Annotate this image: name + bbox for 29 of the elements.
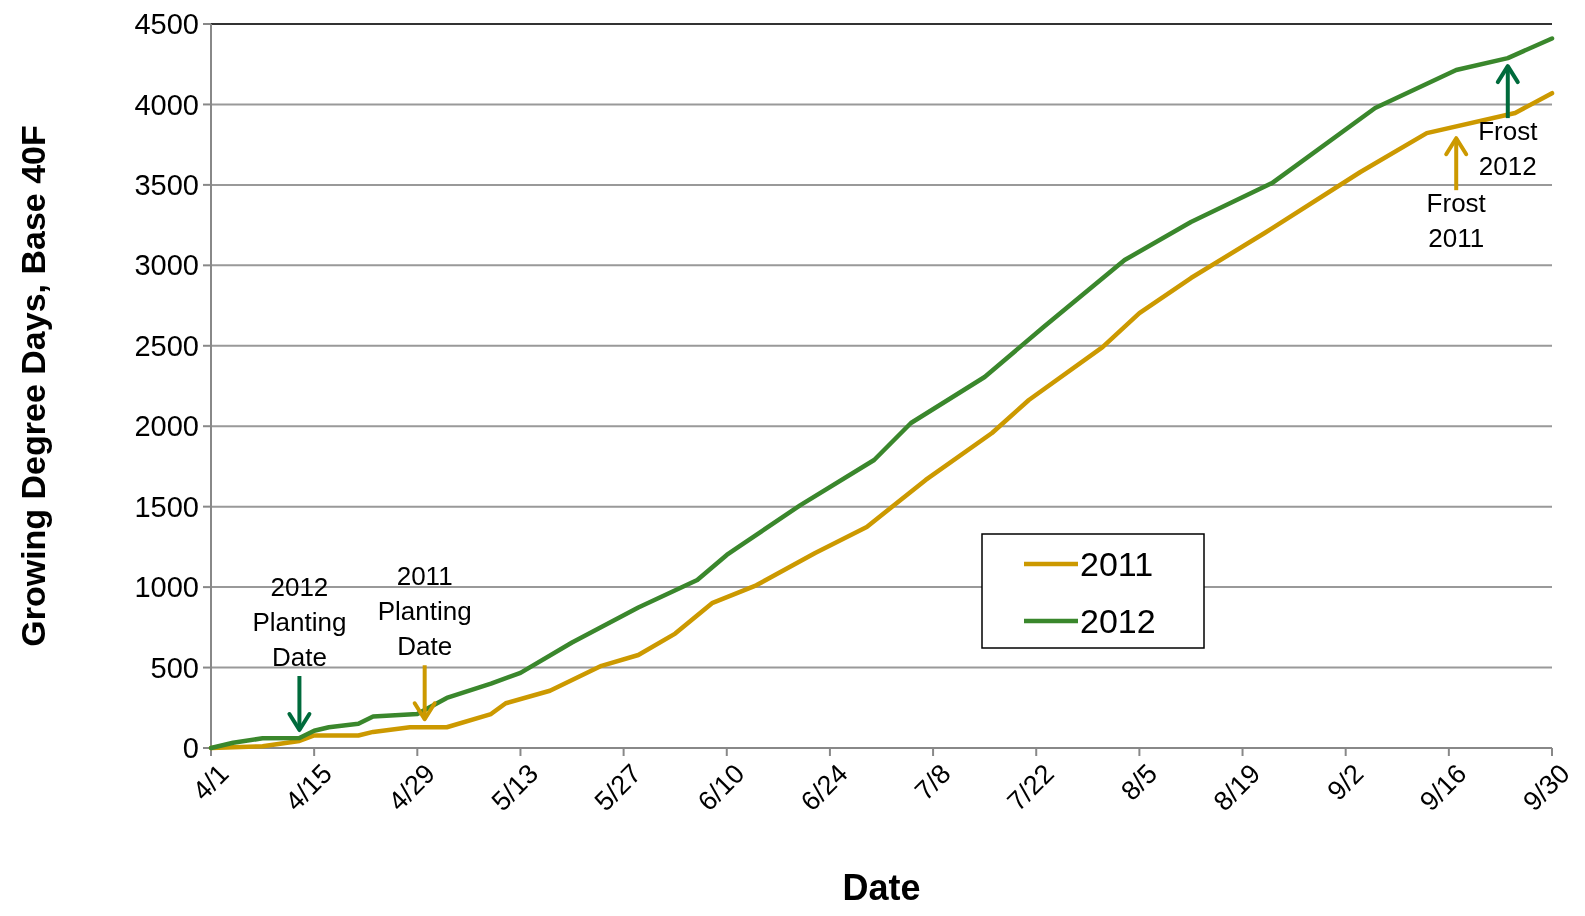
y-tick-label: 4500	[134, 8, 199, 41]
x-tick-label: 7/8	[908, 758, 957, 807]
x-tick-label: 9/16	[1414, 758, 1473, 817]
annotation: Frost 2012	[1478, 116, 1539, 182]
legend-label: 2011	[1080, 545, 1154, 584]
y-tick-label: 3000	[134, 249, 199, 282]
x-tick-label: 4/15	[279, 758, 338, 817]
annotation: Frost 2011	[1426, 188, 1487, 254]
y-tick-label: 2000	[134, 410, 199, 443]
x-tick-label: 8/19	[1207, 758, 1267, 817]
legend-label: 2012	[1080, 602, 1156, 641]
annotation: 2011 Planting Date	[377, 561, 472, 662]
y-tick-label: 2500	[134, 329, 199, 362]
y-tick-label: 1500	[134, 490, 199, 523]
annotation: 2012 Planting Date	[252, 572, 347, 673]
x-axis-title: Date	[842, 867, 921, 908]
x-tick-label: 7/22	[1001, 758, 1060, 817]
y-axis-title: Growing Degree Days, Base 40F	[14, 125, 52, 647]
x-tick-label: 9/2	[1321, 758, 1370, 807]
x-tick-label: 9/30	[1517, 758, 1576, 817]
y-tick-label: 4000	[134, 88, 199, 121]
x-tick-label: 6/10	[692, 758, 751, 817]
x-tick-label: 5/13	[485, 758, 545, 817]
x-tick-label: 6/24	[795, 758, 854, 817]
y-tick-label: 1000	[134, 571, 199, 604]
x-tick-label: 8/5	[1115, 758, 1163, 807]
x-tick-label: 4/29	[382, 758, 441, 817]
y-tick-label: 500	[150, 651, 199, 684]
y-tick-label: 3500	[134, 169, 199, 202]
